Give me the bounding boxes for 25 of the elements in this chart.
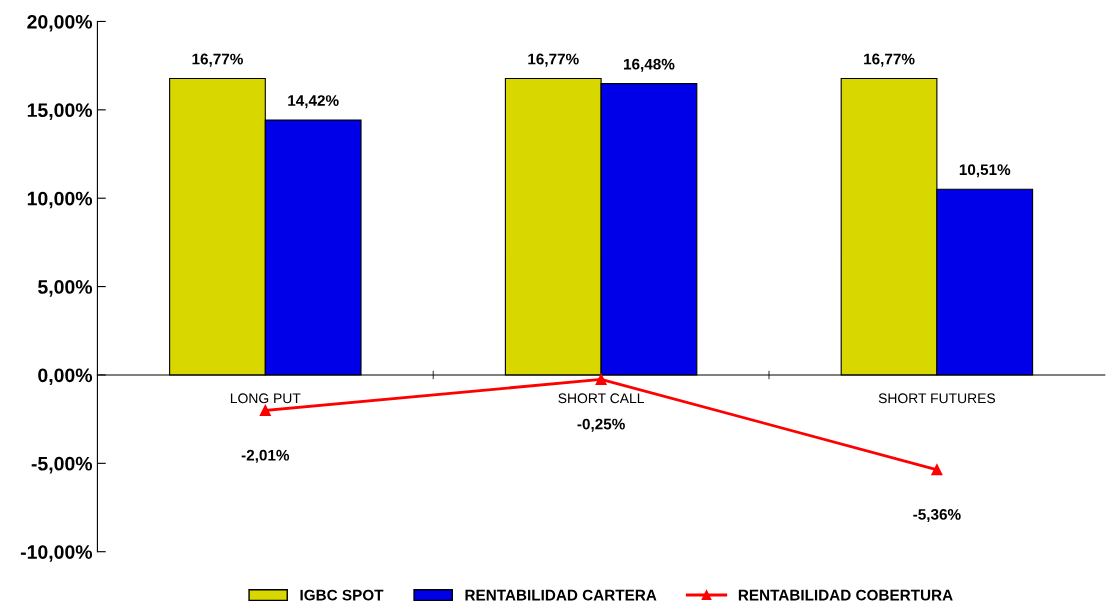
y-tick-label: 0,00% — [38, 368, 93, 386]
data-label: -2,01% — [241, 449, 290, 463]
legend-label: IGBC SPOT — [300, 589, 384, 601]
y-tick-label: 5,00% — [38, 280, 93, 297]
y-tick-label: 10,00% — [27, 191, 93, 209]
point — [595, 373, 607, 385]
y-tick-label: -10,00% — [20, 545, 93, 562]
data-label: 16,48% — [624, 58, 675, 72]
data-label: 14,42% — [288, 95, 339, 109]
legend-label: RENTABILIDAD CARTERA — [465, 589, 657, 601]
point — [259, 404, 271, 417]
data-label: -5,36% — [913, 508, 961, 523]
x-tick-label: SHORT CALL — [558, 393, 644, 404]
y-tick-label: 15,00% — [27, 103, 93, 120]
y-tick-label: 20,00% — [27, 14, 93, 32]
data-label: -0,25% — [577, 418, 625, 432]
x-tick-label: LONG PUT — [230, 393, 301, 404]
point — [931, 464, 943, 476]
data-label: 10,51% — [959, 164, 1011, 178]
data-label: 16,77% — [864, 53, 915, 67]
y-tick-label: -5,00% — [31, 456, 93, 474]
x-tick-label: SHORT FUTURES — [878, 393, 996, 404]
data-label: 16,77% — [192, 53, 243, 67]
data-label: 16,77% — [528, 53, 579, 67]
legend-label: RENTABILIDAD COBERTURA — [738, 589, 953, 601]
